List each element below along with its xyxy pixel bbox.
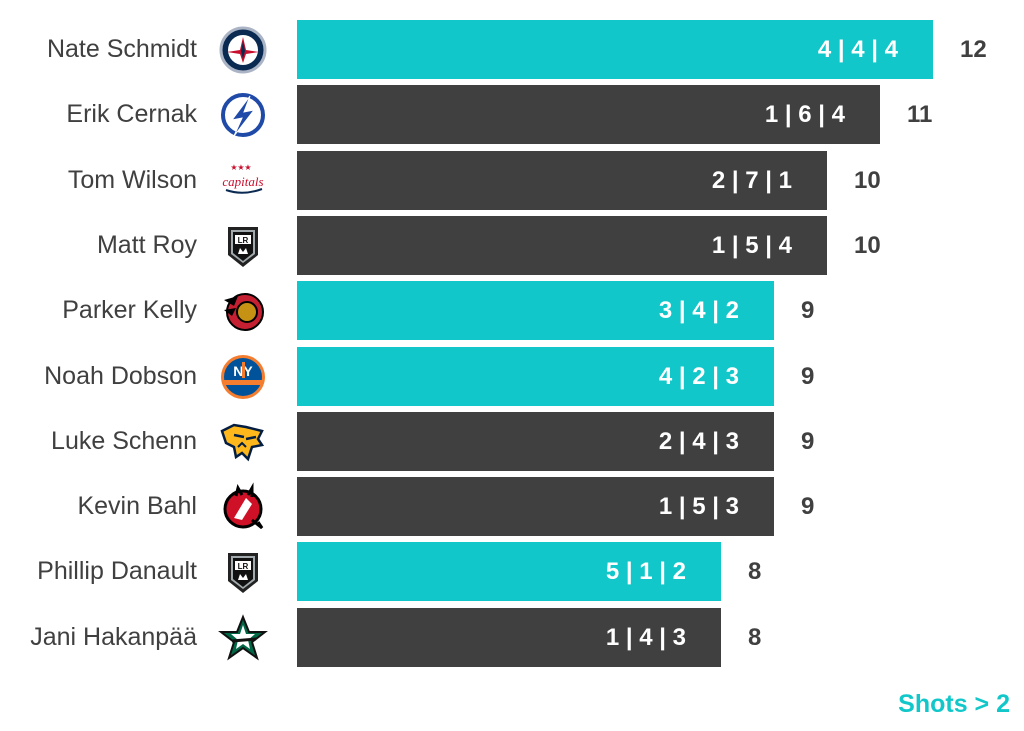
svg-text:LR: LR bbox=[238, 236, 249, 245]
player-name-label: Kevin Bahl bbox=[77, 492, 197, 520]
svg-text:LR: LR bbox=[238, 562, 249, 571]
player-name-label: Parker Kelly bbox=[62, 296, 197, 324]
bar bbox=[297, 477, 774, 536]
bar-total-label: 9 bbox=[801, 363, 815, 390]
bar bbox=[297, 412, 774, 471]
bar-total-label: 12 bbox=[960, 36, 987, 63]
team-logo-icon: LR bbox=[212, 547, 274, 597]
bar-row: Luke Schenn 2 | 4 | 3 9 bbox=[0, 412, 1024, 471]
bar-row: Erik Cernak 1 | 6 | 4 11 bbox=[0, 85, 1024, 144]
team-logo-icon: NY bbox=[212, 352, 274, 402]
bar-row: Kevin Bahl 1 | 5 | 3 9 bbox=[0, 477, 1024, 536]
bar-total-label: 9 bbox=[801, 297, 815, 324]
bar-breakdown-label: 5 | 1 | 2 bbox=[605, 558, 686, 585]
svg-text:★: ★ bbox=[230, 163, 237, 172]
team-logo-icon bbox=[212, 90, 274, 140]
player-name-label: Nate Schmidt bbox=[46, 35, 197, 63]
player-name-label: Luke Schenn bbox=[51, 427, 197, 455]
bar-total-label: 8 bbox=[748, 624, 762, 651]
bar-breakdown-label: 2 | 7 | 1 bbox=[711, 167, 792, 194]
bar-breakdown-label: 1 | 4 | 3 bbox=[605, 624, 686, 651]
player-name-label: Matt Roy bbox=[96, 231, 197, 259]
svg-text:★: ★ bbox=[237, 163, 244, 172]
bar-total-label: 11 bbox=[907, 101, 933, 128]
bar-breakdown-label: 1 | 5 | 4 bbox=[711, 232, 792, 259]
team-logo-icon bbox=[212, 613, 274, 663]
bar-row: Parker Kelly 3 | 4 | 2 9 bbox=[0, 281, 1024, 340]
bar-breakdown-label: 1 | 5 | 3 bbox=[658, 493, 739, 520]
player-name-label: Phillip Danault bbox=[37, 557, 197, 585]
nashville-predators-logo-icon bbox=[220, 423, 265, 462]
bar-row: Phillip Danault LR 5 | 1 | 2 8 bbox=[0, 542, 1024, 601]
player-name-label: Erik Cernak bbox=[66, 100, 197, 128]
bar bbox=[297, 347, 774, 406]
bar-breakdown-label: 1 | 6 | 4 bbox=[764, 101, 845, 128]
bar-total-label: 10 bbox=[854, 232, 881, 259]
ottawa-senators-logo-icon bbox=[224, 293, 264, 331]
bar-total-label: 8 bbox=[748, 558, 762, 585]
winnipeg-jets-logo-icon bbox=[219, 26, 267, 74]
player-name-label: Tom Wilson bbox=[67, 166, 197, 194]
player-name-label: Noah Dobson bbox=[44, 362, 197, 390]
team-logo-icon: ★ ★ ★ capitals bbox=[212, 156, 274, 206]
bar-breakdown-label: 3 | 4 | 2 bbox=[658, 297, 739, 324]
tampa-bay-lightning-logo-icon bbox=[221, 93, 265, 137]
bar bbox=[297, 281, 774, 340]
player-name-label: Jani Hakanpää bbox=[30, 623, 197, 651]
bar-row: Tom Wilson ★ ★ ★ capitals 2 | 7 | 1 10 bbox=[0, 151, 1024, 210]
team-logo-icon bbox=[212, 417, 274, 467]
bar bbox=[297, 20, 933, 79]
bar-row: Noah Dobson NY 4 | 2 | 3 9 bbox=[0, 347, 1024, 406]
los-angeles-kings-logo-icon: LR bbox=[228, 227, 258, 267]
bar-row: Nate Schmidt 4 | 4 | 4 12 bbox=[0, 20, 1024, 79]
new-york-islanders-logo-icon: NY bbox=[221, 355, 265, 399]
team-logo-icon: LR bbox=[212, 221, 274, 271]
team-logo-icon bbox=[212, 25, 274, 75]
legend-label: Shots > 2 bbox=[898, 690, 1010, 718]
dallas-stars-logo-icon bbox=[218, 614, 268, 661]
bar-row: Matt Roy LR 1 | 5 | 4 10 bbox=[0, 216, 1024, 275]
bar bbox=[297, 608, 721, 667]
washington-capitals-logo-icon: ★ ★ ★capitals bbox=[222, 163, 264, 194]
los-angeles-kings-logo-icon: LR bbox=[228, 553, 258, 593]
bar bbox=[297, 151, 827, 210]
bar-breakdown-label: 4 | 2 | 3 bbox=[658, 363, 739, 390]
bar-total-label: 9 bbox=[801, 493, 815, 520]
bar-breakdown-label: 2 | 4 | 3 bbox=[658, 428, 739, 455]
bar-breakdown-label: 4 | 4 | 4 bbox=[817, 36, 898, 63]
bar-total-label: 10 bbox=[854, 167, 881, 194]
team-logo-icon bbox=[212, 482, 274, 532]
bar bbox=[297, 542, 721, 601]
team-logo-icon bbox=[212, 286, 274, 336]
bar-row: Jani Hakanpää 1 | 4 | 3 8 bbox=[0, 608, 1024, 667]
svg-text:capitals: capitals bbox=[222, 174, 263, 189]
new-jersey-devils-logo-icon bbox=[223, 482, 264, 530]
bar bbox=[297, 85, 880, 144]
bar bbox=[297, 216, 827, 275]
svg-text:★: ★ bbox=[244, 163, 251, 172]
bar-total-label: 9 bbox=[801, 428, 815, 455]
